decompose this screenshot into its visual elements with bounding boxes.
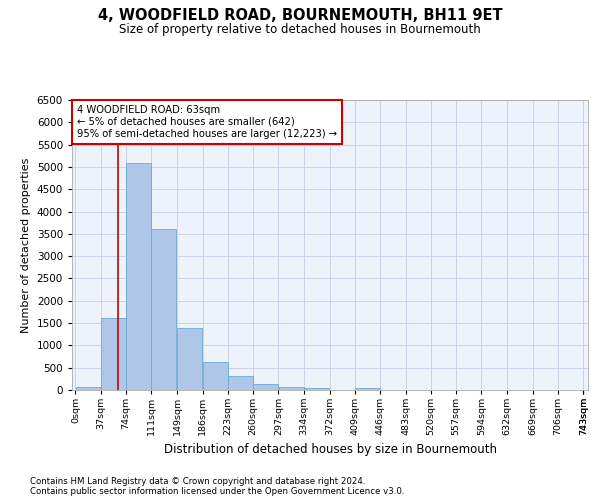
Bar (253, 384, 278, 390)
Text: Contains public sector information licensed under the Open Government Licence v3: Contains public sector information licen… (30, 488, 404, 496)
Bar (76, 387, 101, 390)
Text: 4, WOODFIELD ROAD, BOURNEMOUTH, BH11 9ET: 4, WOODFIELD ROAD, BOURNEMOUTH, BH11 9ET (98, 8, 502, 22)
Bar (228, 376, 253, 390)
Y-axis label: Number of detached properties: Number of detached properties (21, 158, 31, 332)
Text: Size of property relative to detached houses in Bournemouth: Size of property relative to detached ho… (119, 22, 481, 36)
Bar (203, 362, 227, 390)
Bar (178, 328, 202, 390)
Text: 4 WOODFIELD ROAD: 63sqm
← 5% of detached houses are smaller (642)
95% of semi-de: 4 WOODFIELD ROAD: 63sqm ← 5% of detached… (77, 106, 337, 138)
Text: Contains HM Land Registry data © Crown copyright and database right 2024.: Contains HM Land Registry data © Crown c… (30, 478, 365, 486)
Bar (355, 388, 380, 390)
Bar (304, 388, 329, 390)
Text: Distribution of detached houses by size in Bournemouth: Distribution of detached houses by size … (163, 442, 497, 456)
Bar (126, 164, 151, 390)
Bar (278, 386, 304, 390)
Bar (151, 230, 176, 390)
Bar (101, 318, 126, 390)
